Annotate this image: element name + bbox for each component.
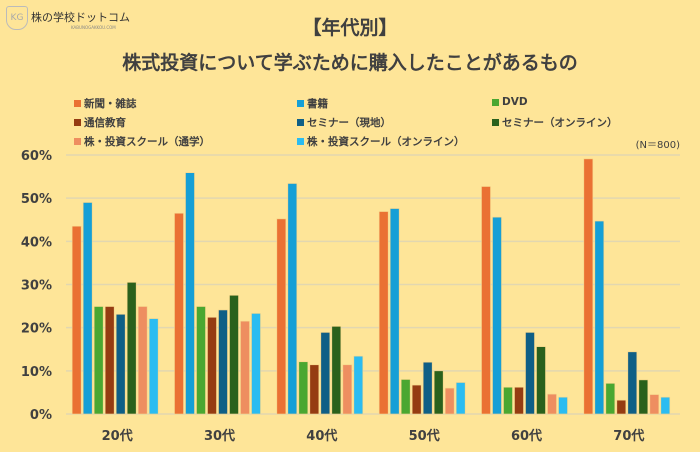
bar — [276, 218, 287, 415]
legend-label: 株・投資スクール（オンライン） — [307, 136, 465, 148]
bar — [174, 212, 184, 415]
bar — [558, 396, 568, 415]
bar — [251, 313, 261, 415]
y-tick-label: 0% — [30, 408, 52, 423]
legend-swatch — [74, 100, 81, 107]
bar — [320, 332, 331, 415]
bar — [455, 382, 466, 415]
legend-item: 株・投資スクール（通学） — [74, 134, 210, 149]
legend-swatch — [74, 138, 81, 145]
bar — [400, 379, 411, 415]
x-tick-label: 30代 — [204, 428, 235, 444]
bar — [649, 394, 660, 415]
x-tick-label: 70代 — [613, 428, 644, 444]
x-tick-label: 60代 — [511, 428, 542, 444]
x-tick-label: 20代 — [102, 428, 133, 444]
chart-subtitle: 株式投資について学ぶために購入したことがあるもの — [122, 52, 578, 74]
bar — [536, 346, 546, 415]
logo-text: 株の学校ドットコム — [31, 11, 130, 24]
bar — [627, 351, 638, 415]
y-tick-label: 20% — [21, 322, 52, 337]
bar — [342, 364, 353, 415]
bar — [207, 317, 217, 415]
bar — [616, 399, 627, 415]
bar — [547, 393, 557, 415]
bar — [137, 306, 148, 415]
legend-item: 書籍 — [297, 96, 328, 111]
bar — [126, 282, 137, 415]
bar — [185, 172, 195, 415]
bar — [196, 306, 206, 415]
bar — [82, 202, 93, 415]
legend-swatch — [297, 119, 304, 126]
bar — [514, 386, 524, 415]
x-tick-label: 40代 — [306, 428, 337, 444]
bar — [605, 383, 616, 415]
bar — [378, 211, 389, 415]
legend-item: 株・投資スクール（オンライン） — [297, 134, 465, 149]
bar — [660, 396, 671, 415]
legend-label: 書籍 — [307, 98, 328, 110]
legend-item: 通信教育 — [74, 115, 126, 130]
sample-size-note: (N＝800) — [635, 140, 680, 151]
bar — [492, 216, 502, 415]
legend-item: セミナー（オンライン） — [492, 115, 618, 130]
bar — [594, 220, 605, 415]
bar — [309, 364, 320, 415]
legend-swatch — [297, 138, 304, 145]
bar — [503, 386, 513, 415]
legend-item: 新聞・雑誌 — [74, 96, 137, 111]
bar — [481, 186, 491, 415]
bar — [433, 370, 444, 415]
bar — [287, 183, 298, 415]
legend-swatch — [74, 119, 81, 126]
logo-shield-icon: KG — [6, 6, 28, 30]
y-tick-label: 60% — [21, 149, 52, 164]
bar — [104, 306, 115, 415]
legend-label: 新聞・雑誌 — [84, 98, 137, 110]
bar — [93, 306, 104, 415]
x-tick-label: 50代 — [409, 428, 440, 444]
legend-label: セミナー（現地） — [307, 117, 391, 129]
legend-label: 通信教育 — [84, 117, 126, 129]
bar — [218, 309, 228, 415]
bar — [444, 387, 455, 415]
bar — [148, 318, 159, 415]
y-tick-label: 40% — [21, 235, 52, 250]
bar — [525, 332, 535, 415]
bar — [240, 320, 250, 415]
legend-swatch — [492, 98, 499, 106]
y-tick-label: 50% — [21, 192, 52, 207]
y-tick-label: 30% — [21, 279, 52, 294]
legend-swatch — [297, 100, 304, 107]
bar — [115, 313, 126, 415]
logo: KG 株の学校ドットコム KABUNOGAKKOU.COM — [6, 6, 130, 30]
bar — [411, 384, 422, 415]
bar — [331, 326, 342, 415]
bar — [298, 361, 309, 415]
legend-item: DVD — [492, 96, 528, 108]
bar — [389, 208, 400, 415]
chart-title: 【年代別】 — [302, 17, 398, 39]
bar — [353, 355, 364, 415]
bar — [638, 379, 649, 415]
bar — [229, 294, 239, 415]
bar — [71, 225, 82, 415]
logo-subtext: KABUNOGAKKOU.COM — [71, 25, 116, 30]
legend-label: DVD — [502, 96, 528, 108]
bar — [583, 158, 594, 415]
legend-label: 株・投資スクール（通学） — [84, 136, 210, 148]
bar — [422, 361, 433, 415]
legend-item: セミナー（現地） — [297, 115, 391, 130]
y-tick-label: 10% — [21, 365, 52, 380]
legend-label: セミナー（オンライン） — [502, 117, 618, 129]
legend-swatch — [492, 119, 499, 126]
